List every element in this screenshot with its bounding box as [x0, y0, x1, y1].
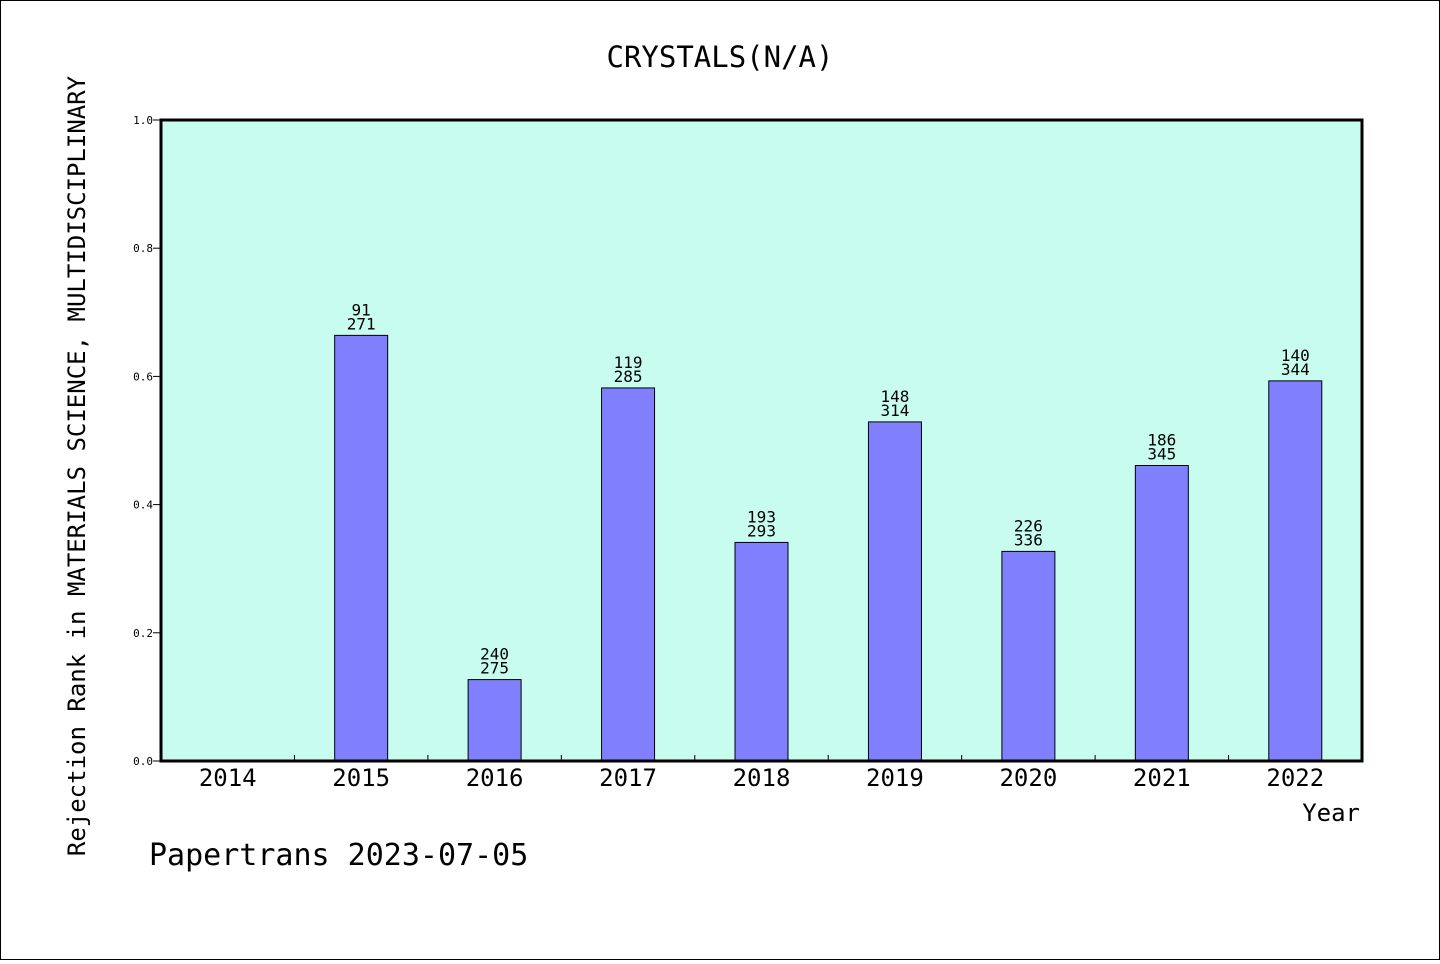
x-tick-label: 2018 — [733, 764, 791, 792]
x-tick-label: 2014 — [199, 764, 257, 792]
y-tick-label: 0.4 — [133, 499, 153, 512]
bars — [334, 334, 1323, 762]
bar-rank-label: 119 — [614, 353, 643, 372]
bar-total-label: 285 — [614, 367, 643, 386]
bar-rank-label: 226 — [1014, 516, 1043, 535]
bar-rank-label: 148 — [880, 387, 909, 406]
bar — [1134, 464, 1189, 762]
footer-credit: Papertrans 2023-07-05 — [149, 838, 528, 873]
x-tick-label: 2016 — [466, 764, 524, 792]
bar — [1001, 550, 1056, 762]
bar-total-label: 314 — [880, 401, 909, 420]
bar-total-label: 275 — [480, 659, 509, 678]
y-tick-label: 1.0 — [133, 114, 153, 127]
bar-rank-label: 186 — [1147, 430, 1176, 449]
bar-data-labels: 9127124027511928519329314831422633618634… — [347, 300, 1310, 677]
x-tick-label: 2019 — [866, 764, 924, 792]
y-tick-label: 0.0 — [133, 755, 153, 768]
bar — [334, 334, 389, 762]
bar — [601, 387, 656, 762]
y-tick-label: 0.8 — [133, 242, 153, 255]
y-tick-label: 0.2 — [133, 627, 153, 640]
y-axis-ticks: 0.0 0.2 0.4 0.6 0.8 1.0 — [133, 114, 161, 768]
bar-total-label: 336 — [1014, 530, 1043, 549]
bar-total-label: 271 — [347, 314, 376, 333]
x-axis-label: Year — [1302, 799, 1360, 827]
bar-rank-label: 140 — [1281, 346, 1310, 365]
plot-border — [159, 118, 1364, 763]
x-tick-label: 2015 — [332, 764, 390, 792]
bar-rank-label: 91 — [352, 300, 371, 319]
x-axis-ticks: 2014 2015 2016 2017 2018 2019 2020 2021 2022 — [199, 755, 1324, 792]
bar-rank-label: 240 — [480, 645, 509, 664]
x-tick-label: 2022 — [1266, 764, 1324, 792]
y-axis-label: Rejection Rank in MATERIALS SCIENCE, MUL… — [63, 75, 91, 856]
bar — [467, 679, 522, 762]
bar — [734, 541, 789, 762]
bar-total-label: 345 — [1147, 444, 1176, 463]
chart-title: CRYSTALS(N/A) — [607, 40, 834, 74]
bar — [867, 421, 922, 762]
bar-rank-label: 193 — [747, 507, 776, 526]
x-tick-label: 2020 — [999, 764, 1057, 792]
y-tick-label: 0.6 — [133, 370, 153, 383]
bar — [1268, 380, 1323, 762]
x-tick-label: 2017 — [599, 764, 657, 792]
bar-total-label: 293 — [747, 521, 776, 540]
bar-total-label: 344 — [1281, 360, 1310, 379]
x-tick-label: 2021 — [1133, 764, 1191, 792]
